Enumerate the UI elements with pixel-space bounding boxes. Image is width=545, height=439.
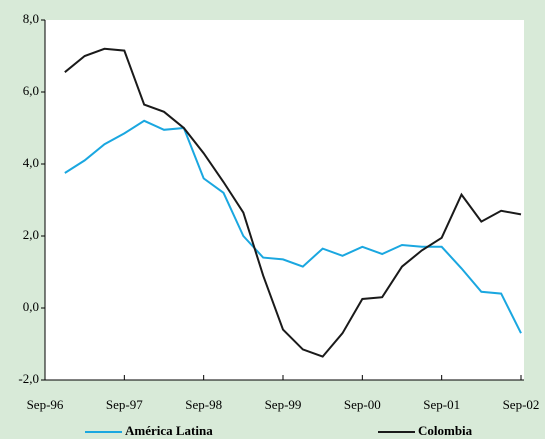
plot-area (45, 20, 524, 380)
y-tick-label: 2,0 (23, 227, 39, 242)
legend-label: Colombia (418, 423, 473, 438)
legend-label: América Latina (125, 423, 213, 438)
x-tick-label: Sep-98 (185, 397, 222, 412)
y-tick-label: 6,0 (23, 83, 39, 98)
y-tick-label: 4,0 (23, 155, 39, 170)
series-line (64, 47, 522, 358)
x-tick-label: Sep-01 (423, 397, 460, 412)
x-tick-label: Sep-96 (27, 397, 64, 412)
y-tick-label: 0,0 (23, 299, 39, 314)
x-tick-label: Sep-00 (344, 397, 381, 412)
y-tick-label: 8,0 (23, 11, 39, 26)
x-tick-label: Sep-02 (503, 397, 540, 412)
x-tick-label: Sep-99 (265, 397, 302, 412)
x-tick-label: Sep-97 (106, 397, 143, 412)
y-tick-label: -2,0 (18, 371, 39, 386)
series-line (64, 119, 522, 334)
